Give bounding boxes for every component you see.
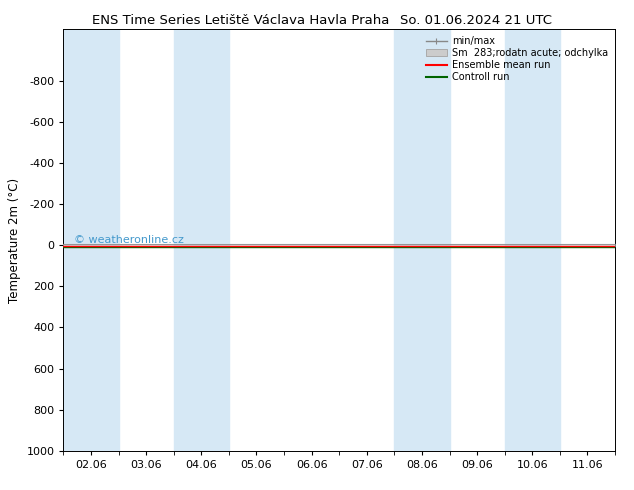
Text: So. 01.06.2024 21 UTC: So. 01.06.2024 21 UTC [399,14,552,27]
Text: ENS Time Series Letiště Václava Havla Praha: ENS Time Series Letiště Václava Havla Pr… [92,14,390,27]
Bar [505,29,560,451]
Legend: min/max, Sm  283;rodatn acute; odchylka, Ensemble mean run, Controll run: min/max, Sm 283;rodatn acute; odchylka, … [424,34,610,84]
Y-axis label: Temperature 2m (°C): Temperature 2m (°C) [8,177,21,303]
Bar [174,29,229,451]
Bar [63,29,119,451]
Text: © weatheronline.cz: © weatheronline.cz [74,235,184,245]
Bar [394,29,450,451]
